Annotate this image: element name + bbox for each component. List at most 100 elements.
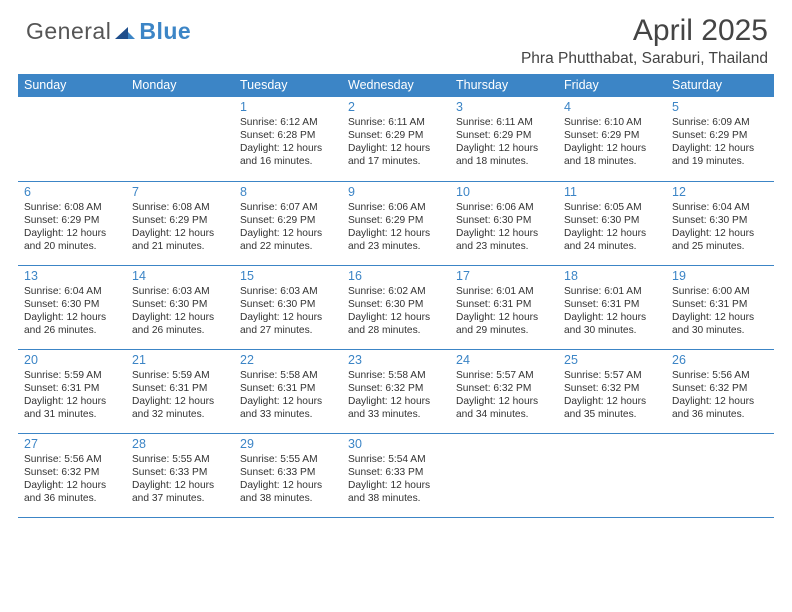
daylight-text-1: Daylight: 12 hours xyxy=(132,227,228,240)
sunset-text: Sunset: 6:33 PM xyxy=(132,466,228,479)
calendar-table: SundayMondayTuesdayWednesdayThursdayFrid… xyxy=(18,74,774,518)
calendar-day-cell: 19Sunrise: 6:00 AMSunset: 6:31 PMDayligh… xyxy=(666,265,774,349)
daylight-text-1: Daylight: 12 hours xyxy=(672,142,768,155)
weekday-header-row: SundayMondayTuesdayWednesdayThursdayFrid… xyxy=(18,74,774,97)
calendar-day-cell: 27Sunrise: 5:56 AMSunset: 6:32 PMDayligh… xyxy=(18,433,126,517)
sunrise-text: Sunrise: 6:04 AM xyxy=(24,285,120,298)
day-details: Sunrise: 6:03 AMSunset: 6:30 PMDaylight:… xyxy=(132,285,228,337)
sunset-text: Sunset: 6:31 PM xyxy=(456,298,552,311)
sunset-text: Sunset: 6:32 PM xyxy=(672,382,768,395)
day-number: 13 xyxy=(24,268,120,284)
calendar-day-cell: 10Sunrise: 6:06 AMSunset: 6:30 PMDayligh… xyxy=(450,181,558,265)
sunset-text: Sunset: 6:29 PM xyxy=(132,214,228,227)
day-details: Sunrise: 5:55 AMSunset: 6:33 PMDaylight:… xyxy=(132,453,228,505)
sunrise-text: Sunrise: 5:55 AM xyxy=(240,453,336,466)
sunset-text: Sunset: 6:29 PM xyxy=(24,214,120,227)
sunset-text: Sunset: 6:31 PM xyxy=(564,298,660,311)
day-details: Sunrise: 6:12 AMSunset: 6:28 PMDaylight:… xyxy=(240,116,336,168)
calendar-empty-cell xyxy=(450,433,558,517)
calendar-day-cell: 18Sunrise: 6:01 AMSunset: 6:31 PMDayligh… xyxy=(558,265,666,349)
day-details: Sunrise: 5:55 AMSunset: 6:33 PMDaylight:… xyxy=(240,453,336,505)
day-details: Sunrise: 5:58 AMSunset: 6:31 PMDaylight:… xyxy=(240,369,336,421)
daylight-text-2: and 32 minutes. xyxy=(132,408,228,421)
calendar-day-cell: 21Sunrise: 5:59 AMSunset: 6:31 PMDayligh… xyxy=(126,349,234,433)
daylight-text-1: Daylight: 12 hours xyxy=(456,395,552,408)
sunset-text: Sunset: 6:30 PM xyxy=(672,214,768,227)
day-number: 16 xyxy=(348,268,444,284)
sunrise-text: Sunrise: 6:08 AM xyxy=(24,201,120,214)
calendar-day-cell: 4Sunrise: 6:10 AMSunset: 6:29 PMDaylight… xyxy=(558,97,666,181)
sunrise-text: Sunrise: 5:59 AM xyxy=(24,369,120,382)
sunset-text: Sunset: 6:33 PM xyxy=(240,466,336,479)
calendar-day-cell: 14Sunrise: 6:03 AMSunset: 6:30 PMDayligh… xyxy=(126,265,234,349)
day-details: Sunrise: 6:06 AMSunset: 6:30 PMDaylight:… xyxy=(456,201,552,253)
title-block: April 2025 Phra Phutthabat, Saraburi, Th… xyxy=(521,14,774,68)
calendar-day-cell: 17Sunrise: 6:01 AMSunset: 6:31 PMDayligh… xyxy=(450,265,558,349)
day-number: 30 xyxy=(348,436,444,452)
day-number: 24 xyxy=(456,352,552,368)
calendar-day-cell: 8Sunrise: 6:07 AMSunset: 6:29 PMDaylight… xyxy=(234,181,342,265)
day-details: Sunrise: 6:05 AMSunset: 6:30 PMDaylight:… xyxy=(564,201,660,253)
sunset-text: Sunset: 6:30 PM xyxy=(132,298,228,311)
daylight-text-1: Daylight: 12 hours xyxy=(24,311,120,324)
sunrise-text: Sunrise: 6:12 AM xyxy=(240,116,336,129)
daylight-text-2: and 33 minutes. xyxy=(240,408,336,421)
day-number: 3 xyxy=(456,99,552,115)
sunrise-text: Sunrise: 6:04 AM xyxy=(672,201,768,214)
day-details: Sunrise: 6:11 AMSunset: 6:29 PMDaylight:… xyxy=(456,116,552,168)
sunrise-text: Sunrise: 5:57 AM xyxy=(564,369,660,382)
daylight-text-1: Daylight: 12 hours xyxy=(348,311,444,324)
sunrise-text: Sunrise: 5:58 AM xyxy=(240,369,336,382)
logo-mark-icon xyxy=(115,18,135,45)
daylight-text-2: and 23 minutes. xyxy=(456,240,552,253)
sunset-text: Sunset: 6:32 PM xyxy=(24,466,120,479)
daylight-text-1: Daylight: 12 hours xyxy=(564,227,660,240)
logo-text-general: General xyxy=(26,18,111,45)
daylight-text-1: Daylight: 12 hours xyxy=(348,479,444,492)
sunrise-text: Sunrise: 5:58 AM xyxy=(348,369,444,382)
daylight-text-1: Daylight: 12 hours xyxy=(672,311,768,324)
calendar-day-cell: 23Sunrise: 5:58 AMSunset: 6:32 PMDayligh… xyxy=(342,349,450,433)
page-title: April 2025 xyxy=(521,14,768,48)
calendar-day-cell: 16Sunrise: 6:02 AMSunset: 6:30 PMDayligh… xyxy=(342,265,450,349)
sunrise-text: Sunrise: 5:56 AM xyxy=(672,369,768,382)
day-details: Sunrise: 5:59 AMSunset: 6:31 PMDaylight:… xyxy=(132,369,228,421)
daylight-text-1: Daylight: 12 hours xyxy=(24,395,120,408)
calendar-week-row: 1Sunrise: 6:12 AMSunset: 6:28 PMDaylight… xyxy=(18,97,774,181)
weekday-header: Thursday xyxy=(450,74,558,97)
daylight-text-1: Daylight: 12 hours xyxy=(348,142,444,155)
calendar-day-cell: 12Sunrise: 6:04 AMSunset: 6:30 PMDayligh… xyxy=(666,181,774,265)
sunset-text: Sunset: 6:33 PM xyxy=(348,466,444,479)
sunrise-text: Sunrise: 6:11 AM xyxy=(456,116,552,129)
sunset-text: Sunset: 6:29 PM xyxy=(672,129,768,142)
day-number: 11 xyxy=(564,184,660,200)
calendar-day-cell: 15Sunrise: 6:03 AMSunset: 6:30 PMDayligh… xyxy=(234,265,342,349)
sunrise-text: Sunrise: 6:05 AM xyxy=(564,201,660,214)
daylight-text-1: Daylight: 12 hours xyxy=(456,227,552,240)
daylight-text-2: and 18 minutes. xyxy=(456,155,552,168)
daylight-text-1: Daylight: 12 hours xyxy=(240,311,336,324)
daylight-text-1: Daylight: 12 hours xyxy=(240,395,336,408)
daylight-text-2: and 34 minutes. xyxy=(456,408,552,421)
daylight-text-1: Daylight: 12 hours xyxy=(24,227,120,240)
sunset-text: Sunset: 6:29 PM xyxy=(348,129,444,142)
day-number: 14 xyxy=(132,268,228,284)
daylight-text-1: Daylight: 12 hours xyxy=(240,227,336,240)
calendar-day-cell: 20Sunrise: 5:59 AMSunset: 6:31 PMDayligh… xyxy=(18,349,126,433)
day-details: Sunrise: 5:59 AMSunset: 6:31 PMDaylight:… xyxy=(24,369,120,421)
sunset-text: Sunset: 6:29 PM xyxy=(456,129,552,142)
day-number: 21 xyxy=(132,352,228,368)
daylight-text-2: and 36 minutes. xyxy=(24,492,120,505)
day-number: 26 xyxy=(672,352,768,368)
calendar-empty-cell xyxy=(666,433,774,517)
calendar-empty-cell xyxy=(18,97,126,181)
sunset-text: Sunset: 6:29 PM xyxy=(240,214,336,227)
calendar-day-cell: 22Sunrise: 5:58 AMSunset: 6:31 PMDayligh… xyxy=(234,349,342,433)
daylight-text-1: Daylight: 12 hours xyxy=(240,142,336,155)
day-number: 4 xyxy=(564,99,660,115)
day-number: 20 xyxy=(24,352,120,368)
sunrise-text: Sunrise: 6:11 AM xyxy=(348,116,444,129)
calendar-day-cell: 29Sunrise: 5:55 AMSunset: 6:33 PMDayligh… xyxy=(234,433,342,517)
sunrise-text: Sunrise: 6:06 AM xyxy=(456,201,552,214)
daylight-text-2: and 35 minutes. xyxy=(564,408,660,421)
